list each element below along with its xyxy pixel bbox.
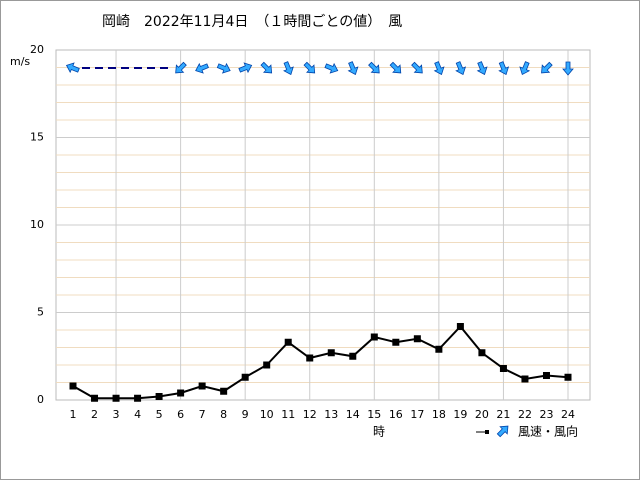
data-point [564, 373, 572, 381]
wind-arrow [216, 62, 231, 74]
data-point [155, 393, 163, 400]
data-point [499, 365, 507, 372]
data-point [220, 387, 228, 395]
x-tick-label: 9 [242, 408, 249, 421]
x-tick-label: 10 [260, 408, 274, 421]
data-point [306, 354, 314, 362]
data-point [327, 349, 335, 357]
x-tick-label: 4 [134, 408, 141, 421]
y-tick-label: 15 [30, 131, 44, 144]
x-tick-label: 14 [346, 408, 360, 421]
wind-arrow [498, 61, 510, 76]
x-tick-label: 19 [453, 408, 467, 421]
data-point [91, 394, 99, 402]
x-tick-label: 6 [177, 408, 184, 421]
x-tick-label: 13 [324, 408, 338, 421]
chart-title: 岡崎 2022年11月4日 （１時間ごとの値） 風 [102, 14, 402, 30]
wind-arrow [389, 61, 402, 74]
wind-arrow [541, 61, 553, 74]
x-tick-label: 11 [281, 408, 295, 421]
x-tick-label: 7 [199, 408, 206, 421]
wind-arrow [303, 61, 316, 74]
legend-label: 風速・風向 [518, 424, 578, 439]
x-tick-label: 2 [91, 408, 98, 421]
x-tick-label: 20 [475, 408, 489, 421]
data-point [521, 375, 529, 383]
data-point [263, 361, 271, 369]
wind-arrow [562, 61, 574, 76]
y-tick-label: 10 [30, 218, 44, 231]
y-axis-label: m/s [10, 55, 30, 68]
wind-arrow [260, 61, 273, 74]
data-point [370, 333, 378, 341]
data-point [392, 338, 400, 346]
x-tick-label: 16 [389, 408, 403, 421]
legend-arrow [496, 425, 509, 438]
wind-arrow [433, 61, 445, 76]
data-point [284, 338, 292, 346]
y-tick-label: 0 [37, 393, 44, 406]
data-point [134, 394, 142, 402]
wind-arrow [283, 61, 294, 76]
y-tick-label: 20 [30, 43, 44, 56]
wind-arrow [324, 62, 339, 74]
x-tick-label: 24 [561, 408, 575, 421]
data-point [542, 372, 550, 379]
data-point [413, 335, 421, 343]
x-tick-label: 8 [220, 408, 227, 421]
data-point [478, 349, 486, 357]
x-tick-label: 18 [432, 408, 446, 421]
data-point [177, 389, 185, 397]
wind-arrow [368, 61, 380, 74]
x-axis-label: 時 [373, 425, 385, 439]
x-tick-label: 1 [70, 408, 77, 421]
data-point [456, 323, 464, 330]
legend-point [485, 430, 489, 434]
wind-arrow [411, 61, 423, 74]
x-tick-label: 12 [303, 408, 317, 421]
wind-arrow [476, 61, 488, 76]
x-tick-label: 3 [113, 408, 120, 421]
wind-arrow [519, 61, 531, 76]
data-point [112, 394, 120, 402]
x-tick-label: 17 [410, 408, 424, 421]
wind-arrow [65, 62, 80, 74]
data-point [241, 373, 249, 381]
x-tick-label: 5 [156, 408, 163, 421]
wind-arrow [195, 62, 209, 74]
wind-arrow [455, 61, 467, 76]
x-tick-label: 23 [539, 408, 553, 421]
data-point [69, 382, 77, 390]
y-tick-label: 5 [37, 306, 44, 319]
x-tick-label: 15 [367, 408, 381, 421]
data-line [72, 324, 569, 400]
wind-arrow [347, 61, 359, 76]
data-point [198, 382, 206, 390]
wind-arrow [238, 62, 253, 74]
wind-arrow [175, 61, 187, 74]
x-tick-label: 22 [518, 408, 532, 421]
x-tick-label: 21 [496, 408, 510, 421]
data-point [435, 345, 443, 353]
data-point [349, 352, 357, 360]
